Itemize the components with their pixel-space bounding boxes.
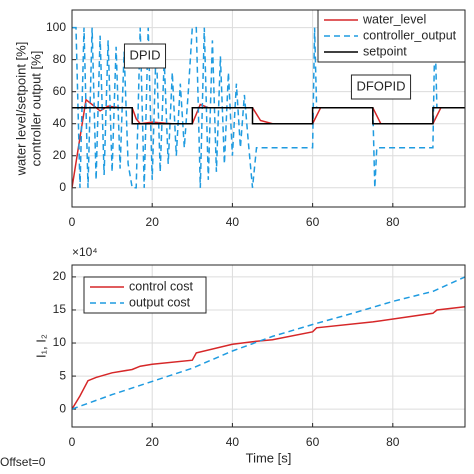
legend-label: control cost (129, 279, 193, 293)
x-tick-label: 80 (386, 215, 400, 229)
x-tick-label: 20 (146, 215, 160, 229)
series-line (72, 26, 465, 189)
legend-box (317, 9, 466, 63)
y-tick-label: 0 (59, 180, 66, 194)
x-tick-label: 40 (226, 215, 240, 229)
x-tick-label: 40 (226, 435, 240, 449)
y-tick-label: 0 (59, 401, 66, 415)
y-axis-label: I₁, I₂ (33, 334, 48, 358)
y-tick-label: 60 (53, 84, 67, 98)
x-tick-label: 0 (69, 215, 76, 229)
annotation: DFOPID (356, 78, 405, 93)
y-tick-label: 10 (53, 335, 67, 349)
x-tick-label: 60 (306, 435, 320, 449)
y-tick-label: 80 (53, 52, 67, 66)
y-tick-label: 5 (59, 368, 66, 382)
axes-frame (71, 264, 466, 428)
series-line (72, 276, 465, 410)
legend-label: water_level (362, 12, 426, 26)
legend-label: output cost (129, 295, 191, 309)
y-axis-label: controller output [%] (28, 51, 43, 167)
y-tick-label: 40 (53, 116, 67, 130)
x-tick-label: 60 (306, 215, 320, 229)
legend-box (83, 276, 207, 314)
x-axis-label: Time [s] (246, 450, 292, 465)
annotation-box (123, 43, 167, 69)
annotation-box (350, 74, 412, 100)
y-axis-label: water level/setpoint [%] (13, 42, 28, 177)
series-line (72, 305, 465, 410)
x-tick-label: 20 (146, 435, 160, 449)
offset-label: Offset=0 (0, 455, 46, 469)
legend-label: controller_output (363, 28, 457, 42)
axes-frame (71, 9, 466, 208)
x-tick-label: 80 (386, 435, 400, 449)
y-tick-label: 20 (53, 148, 67, 162)
y-multiplier: ×10⁴ (72, 245, 98, 259)
y-tick-label: 20 (53, 269, 67, 283)
y-tick-label: 15 (53, 302, 67, 316)
series-line (72, 106, 465, 125)
annotation: DPID (129, 47, 160, 62)
legend-label: setpoint (363, 44, 407, 58)
y-tick-label: 100 (46, 20, 66, 34)
x-tick-label: 0 (69, 435, 76, 449)
